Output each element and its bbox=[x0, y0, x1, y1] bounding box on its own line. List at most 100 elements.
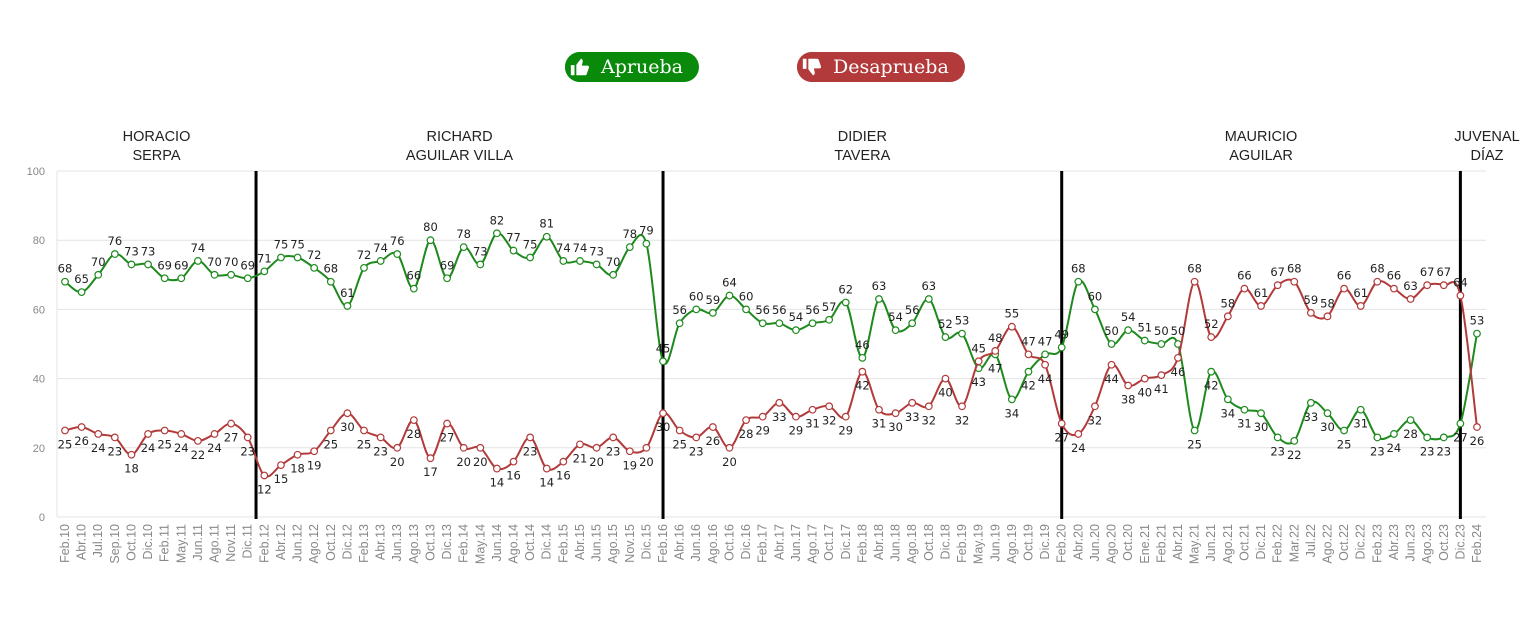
data-label: 64 bbox=[1453, 276, 1468, 290]
data-point bbox=[459, 243, 468, 252]
data-label: 49 bbox=[1054, 327, 1069, 341]
data-label: 70 bbox=[207, 255, 222, 269]
data-label: 69 bbox=[240, 258, 255, 272]
data-label: 42 bbox=[1204, 379, 1219, 393]
data-point bbox=[758, 319, 767, 328]
data-label: 24 bbox=[1071, 441, 1086, 455]
x-tick-label: Ago.17 bbox=[806, 524, 820, 564]
data-label: 69 bbox=[174, 258, 189, 272]
x-tick-label: Oct.23 bbox=[1437, 524, 1451, 561]
data-label: 62 bbox=[838, 282, 853, 296]
data-point bbox=[443, 274, 451, 283]
data-point bbox=[94, 270, 103, 279]
data-label: 54 bbox=[1121, 310, 1136, 324]
data-label: 74 bbox=[373, 241, 388, 255]
data-label: 47 bbox=[1021, 334, 1036, 348]
data-point bbox=[742, 305, 750, 314]
data-label: 28 bbox=[407, 427, 422, 441]
data-point bbox=[193, 436, 202, 445]
x-tick-label: Jun.17 bbox=[789, 524, 803, 562]
data-point bbox=[1356, 405, 1365, 414]
data-point bbox=[310, 263, 319, 272]
data-label: 57 bbox=[822, 300, 837, 314]
x-tick-label: May.14 bbox=[473, 524, 487, 564]
x-tick-label: Abr.16 bbox=[673, 524, 687, 560]
data-point bbox=[260, 267, 269, 276]
data-point bbox=[1390, 284, 1398, 293]
x-tick-label: Ago.12 bbox=[307, 524, 321, 564]
data-label: 38 bbox=[1121, 393, 1136, 407]
data-point bbox=[692, 433, 701, 442]
data-point bbox=[559, 257, 568, 265]
data-point bbox=[808, 319, 817, 328]
x-tick-label: Jun.23 bbox=[1404, 524, 1418, 562]
x-tick-label: Dic.21 bbox=[1254, 524, 1268, 559]
data-label: 54 bbox=[888, 310, 903, 324]
data-point bbox=[792, 326, 800, 335]
data-point bbox=[725, 291, 734, 300]
data-label: 53 bbox=[1470, 314, 1485, 328]
x-tick-label: Dic.18 bbox=[938, 524, 952, 559]
period-label-line1: MAURICIO bbox=[1225, 129, 1298, 145]
x-tick-label: Oct.18 bbox=[922, 524, 936, 561]
data-point bbox=[426, 236, 435, 245]
data-point bbox=[127, 260, 136, 269]
data-label: 27 bbox=[224, 431, 239, 445]
data-point bbox=[509, 246, 518, 255]
data-point bbox=[210, 270, 219, 279]
x-tick-label: Abr.21 bbox=[1171, 524, 1185, 560]
y-tick-label: 0 bbox=[39, 512, 45, 524]
data-point bbox=[1074, 430, 1083, 438]
data-label: 15 bbox=[274, 472, 289, 486]
data-point bbox=[708, 423, 717, 431]
x-tick-label: Ago.21 bbox=[1221, 524, 1235, 564]
data-label: 23 bbox=[606, 444, 621, 458]
data-point bbox=[609, 270, 618, 279]
data-point bbox=[542, 464, 551, 473]
data-label: 18 bbox=[290, 462, 305, 476]
data-label: 25 bbox=[157, 438, 172, 452]
data-point bbox=[958, 329, 966, 338]
period-label-line2: SERPA bbox=[132, 148, 180, 164]
x-tick-label: Dic.10 bbox=[141, 524, 155, 559]
legend-disapprove: Desaprueba bbox=[797, 52, 965, 82]
data-label: 75 bbox=[523, 238, 538, 252]
data-label: 56 bbox=[755, 303, 770, 317]
data-point bbox=[1340, 284, 1349, 293]
data-label: 58 bbox=[1221, 296, 1236, 310]
data-point bbox=[958, 402, 966, 411]
data-point bbox=[692, 305, 701, 314]
data-point bbox=[792, 412, 800, 421]
x-tick-label: Abr.10 bbox=[75, 524, 89, 560]
data-point bbox=[393, 250, 402, 258]
data-point bbox=[94, 430, 103, 438]
data-label: 66 bbox=[1387, 269, 1402, 283]
data-point bbox=[1024, 350, 1033, 359]
data-label: 23 bbox=[373, 444, 388, 458]
x-tick-label: Jun.13 bbox=[390, 524, 404, 562]
data-point bbox=[875, 295, 883, 303]
data-label: 77 bbox=[506, 231, 521, 245]
y-tick-label: 100 bbox=[27, 166, 45, 178]
data-label: 41 bbox=[1154, 382, 1169, 396]
x-tick-label: Jun.12 bbox=[291, 524, 305, 562]
x-tick-label: Ago.11 bbox=[208, 524, 222, 563]
data-label: 42 bbox=[1021, 379, 1036, 393]
x-tick-label: Feb.17 bbox=[756, 524, 770, 563]
data-label: 70 bbox=[224, 255, 239, 269]
data-point bbox=[875, 405, 883, 414]
x-tick-label: Jun.19 bbox=[988, 524, 1002, 562]
data-label: 73 bbox=[589, 244, 604, 258]
y-tick-label: 80 bbox=[33, 235, 45, 247]
data-label: 80 bbox=[423, 220, 438, 234]
data-point bbox=[1323, 312, 1332, 321]
data-point bbox=[360, 263, 368, 272]
data-label: 50 bbox=[1104, 324, 1119, 338]
data-label: 25 bbox=[357, 438, 372, 452]
data-point bbox=[1340, 426, 1349, 435]
data-label: 60 bbox=[689, 289, 704, 303]
x-tick-label: Ago.22 bbox=[1320, 524, 1334, 564]
x-tick-label: Sep.10 bbox=[108, 524, 122, 564]
data-label: 30 bbox=[340, 420, 355, 434]
data-label: 34 bbox=[1221, 406, 1236, 420]
